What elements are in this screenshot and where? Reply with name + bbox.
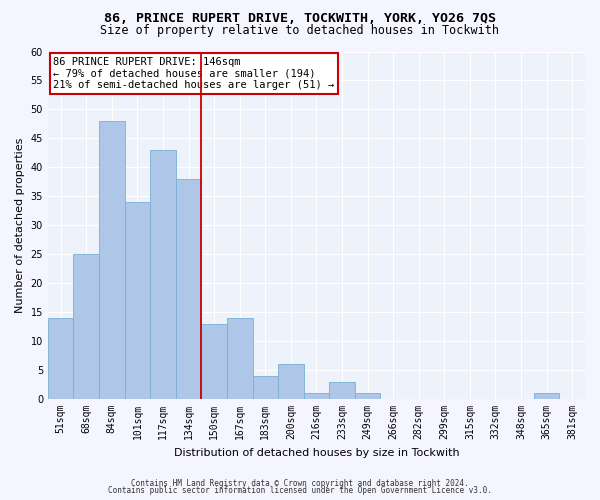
Text: Contains public sector information licensed under the Open Government Licence v3: Contains public sector information licen…: [108, 486, 492, 495]
Bar: [99, 121, 125, 399]
Text: 86, PRINCE RUPERT DRIVE, TOCKWITH, YORK, YO26 7QS: 86, PRINCE RUPERT DRIVE, TOCKWITH, YORK,…: [104, 12, 496, 26]
Bar: [48, 318, 73, 399]
X-axis label: Distribution of detached houses by size in Tockwith: Distribution of detached houses by size …: [173, 448, 459, 458]
Y-axis label: Number of detached properties: Number of detached properties: [15, 138, 25, 313]
Bar: [202, 324, 227, 399]
Bar: [534, 394, 559, 399]
Bar: [304, 394, 329, 399]
Bar: [355, 394, 380, 399]
Bar: [227, 318, 253, 399]
Bar: [176, 179, 202, 399]
Bar: [253, 376, 278, 399]
Text: 86 PRINCE RUPERT DRIVE: 146sqm
← 79% of detached houses are smaller (194)
21% of: 86 PRINCE RUPERT DRIVE: 146sqm ← 79% of …: [53, 56, 335, 90]
Text: Size of property relative to detached houses in Tockwith: Size of property relative to detached ho…: [101, 24, 499, 37]
Bar: [125, 202, 150, 399]
Text: Contains HM Land Registry data © Crown copyright and database right 2024.: Contains HM Land Registry data © Crown c…: [131, 478, 469, 488]
Bar: [329, 382, 355, 399]
Bar: [278, 364, 304, 399]
Bar: [73, 254, 99, 399]
Bar: [150, 150, 176, 399]
